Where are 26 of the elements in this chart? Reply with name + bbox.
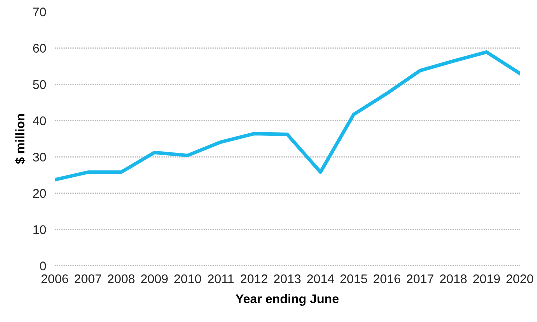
x-tick-label: 2018 [440, 274, 467, 284]
y-tick-label: 10 [34, 226, 46, 234]
x-tick-label: 2006 [42, 274, 68, 284]
x-tick-label: 2020 [506, 274, 534, 284]
y-axis-title: $ million [15, 114, 26, 164]
x-tick-label: 2009 [141, 274, 168, 284]
y-tick-label: 60 [33, 44, 46, 53]
x-axis-title: Year ending June [236, 294, 339, 306]
y-tick-label: 20 [33, 189, 46, 198]
y-tick-label: 40 [33, 116, 46, 126]
x-tick-label: 2011 [208, 274, 234, 284]
x-tick-label: 2016 [374, 274, 400, 284]
x-tick-label: 2017 [407, 274, 434, 284]
y-tick-label: 0 [40, 262, 46, 271]
x-tick-label: 2013 [274, 274, 301, 284]
line-series [55, 50, 520, 182]
x-tick-label: 2015 [340, 274, 368, 284]
x-tick-label: 2014 [307, 274, 334, 284]
y-tick-label: 70 [33, 8, 46, 17]
y-tick-label: 30 [33, 152, 46, 162]
x-tick-label: 2012 [241, 274, 268, 284]
y-tick-label: 50 [33, 80, 46, 90]
x-tick-label: 2010 [174, 274, 202, 284]
x-tick-label: 2007 [74, 274, 102, 284]
x-tick-label: 2019 [474, 274, 500, 284]
x-tick-label: 2008 [108, 274, 135, 284]
